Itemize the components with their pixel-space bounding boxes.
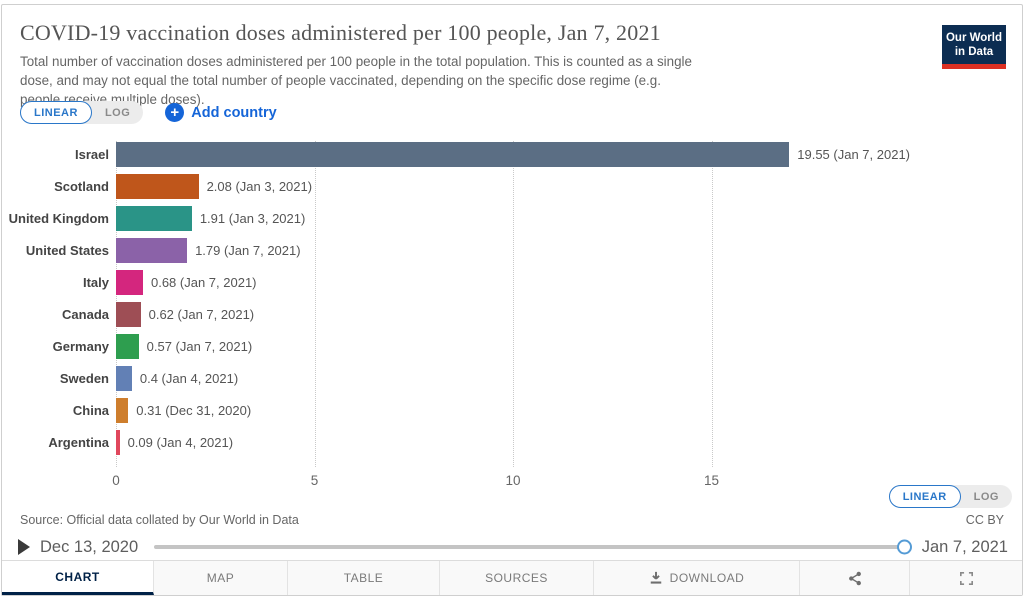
- bar-row-scotland: Scotland 2.08 (Jan 3, 2021): [54, 174, 910, 199]
- grapher-frame: COVID-19 vaccination doses administered …: [1, 4, 1023, 596]
- bar-row-italy: Italy 0.68 (Jan 7, 2021): [83, 270, 910, 295]
- country-label[interactable]: Scotland: [54, 179, 109, 194]
- tab-map[interactable]: MAP: [154, 561, 288, 595]
- bar[interactable]: [116, 334, 139, 359]
- owid-logo-text-line2: in Data: [954, 46, 994, 59]
- tab-table[interactable]: TABLE: [288, 561, 440, 595]
- tab-fullscreen[interactable]: [910, 561, 1022, 595]
- tab-share[interactable]: [800, 561, 910, 595]
- bar[interactable]: [116, 142, 790, 167]
- timeline-start-date[interactable]: Dec 13, 2020: [40, 537, 139, 556]
- tab-download[interactable]: DOWNLOAD: [594, 561, 800, 595]
- bar[interactable]: [116, 270, 143, 295]
- country-label[interactable]: Argentina: [48, 435, 109, 450]
- linear-scale-button[interactable]: LINEAR: [20, 101, 92, 124]
- bar-row-argentina: Argentina 0.09 (Jan 4, 2021): [48, 430, 910, 455]
- fullscreen-icon: [959, 571, 973, 585]
- bar[interactable]: [116, 366, 132, 391]
- tab-table-label: TABLE: [343, 571, 384, 585]
- bar-row-united-kingdom: United Kingdom 1.91 (Jan 3, 2021): [9, 206, 910, 231]
- log-scale-button-bottom[interactable]: LOG: [973, 490, 999, 503]
- timeline: Dec 13, 2020 Jan 7, 2021: [18, 534, 1008, 560]
- chart-title: COVID-19 vaccination doses administered …: [20, 20, 661, 45]
- gridline-5: [314, 141, 316, 467]
- plus-icon: +: [165, 103, 185, 122]
- tab-sources[interactable]: SOURCES: [440, 561, 594, 595]
- source-row: Source: Official data collated by Our Wo…: [20, 513, 1004, 527]
- source-text: Source: Official data collated by Our Wo…: [20, 513, 299, 527]
- bar[interactable]: [116, 398, 129, 423]
- value-label: 0.4 (Jan 4, 2021): [139, 371, 239, 386]
- country-label[interactable]: United Kingdom: [8, 211, 109, 226]
- scale-toggle-bottom: LINEAR LOG: [888, 485, 1012, 508]
- country-label[interactable]: China: [72, 403, 109, 418]
- linear-scale-button-bottom[interactable]: LINEAR: [888, 485, 961, 508]
- country-label[interactable]: Germany: [52, 339, 109, 354]
- bar[interactable]: [116, 430, 120, 455]
- bar-rows: Israel 19.55 (Jan 7, 2021) Scotland 2.08 (J…: [9, 142, 910, 455]
- bar-row-israel: Israel 19.55 (Jan 7, 2021): [75, 142, 910, 167]
- tab-download-label: DOWNLOAD: [669, 571, 745, 585]
- timeline-slider[interactable]: [154, 539, 912, 555]
- bar-row-china: China 0.31 (Dec 31, 2020): [73, 398, 910, 423]
- tab-chart[interactable]: CHART: [2, 561, 154, 595]
- x-tick-0: 0: [112, 473, 120, 488]
- bar[interactable]: [116, 174, 199, 199]
- value-label: 0.62 (Jan 7, 2021): [148, 307, 255, 322]
- gridline-10: [513, 141, 514, 467]
- license-link[interactable]: CC BY: [965, 513, 1004, 527]
- chart-controls: LINEAR LOG + Add country: [20, 101, 277, 124]
- tab-chart-label: CHART: [55, 569, 100, 584]
- country-label[interactable]: Israel: [75, 147, 109, 162]
- share-icon: [848, 571, 862, 586]
- play-icon[interactable]: [18, 539, 30, 555]
- download-icon: [649, 571, 663, 585]
- tab-sources-label: SOURCES: [485, 571, 548, 585]
- value-label: 0.09 (Jan 4, 2021): [127, 435, 234, 450]
- gridline-15: [711, 141, 713, 467]
- tab-map-label: MAP: [206, 571, 235, 585]
- x-tick-10: 10: [505, 473, 521, 488]
- bar-row-canada: Canada 0.62 (Jan 7, 2021): [62, 302, 910, 327]
- value-label: 1.91 (Jan 3, 2021): [199, 211, 306, 226]
- add-country-label: Add country: [191, 104, 277, 121]
- value-label: 1.79 (Jan 7, 2021): [195, 243, 301, 258]
- x-tick-15: 15: [703, 473, 720, 488]
- value-label: 0.57 (Jan 7, 2021): [146, 339, 253, 354]
- x-tick-5: 5: [310, 473, 319, 488]
- bar[interactable]: [116, 302, 141, 327]
- scale-toggle-bottom-wrap: LINEAR LOG: [888, 485, 1012, 508]
- country-label[interactable]: Sweden: [59, 371, 109, 386]
- value-label: 19.55 (Jan 7, 2021): [797, 147, 910, 162]
- header: COVID-19 vaccination doses administered …: [20, 20, 912, 109]
- bar[interactable]: [116, 238, 188, 263]
- bar[interactable]: [116, 206, 192, 231]
- country-label[interactable]: Canada: [62, 307, 109, 322]
- value-label: 0.31 (Dec 31, 2020): [136, 403, 252, 418]
- timeline-end-date[interactable]: Jan 7, 2021: [921, 537, 1008, 556]
- country-label[interactable]: United States: [25, 243, 109, 258]
- country-label[interactable]: Italy: [82, 275, 109, 290]
- timeline-slider-handle[interactable]: [896, 539, 912, 555]
- log-scale-button[interactable]: LOG: [104, 106, 131, 119]
- owid-logo[interactable]: Our World in Data: [942, 25, 1006, 69]
- value-label: 0.68 (Jan 7, 2021): [150, 275, 257, 290]
- bar-row-germany: Germany 0.57 (Jan 7, 2021): [53, 334, 910, 359]
- add-country-button[interactable]: + Add country: [165, 103, 277, 122]
- bar-row-united-states: United States 1.79 (Jan 7, 2021): [26, 238, 910, 263]
- bar-chart: Israel 19.55 (Jan 7, 2021) Scotland 2.08 (J…: [9, 141, 910, 488]
- scale-toggle-top: LINEAR LOG: [20, 101, 144, 124]
- owid-logo-text-line1: Our World: [945, 32, 1002, 44]
- value-label: 2.08 (Jan 3, 2021): [206, 179, 313, 194]
- footer-tab-bar: CHART MAP TABLE SOURCES DOWNLOAD: [2, 560, 1022, 595]
- bar-row-sweden: Sweden 0.4 (Jan 4, 2021): [60, 366, 910, 391]
